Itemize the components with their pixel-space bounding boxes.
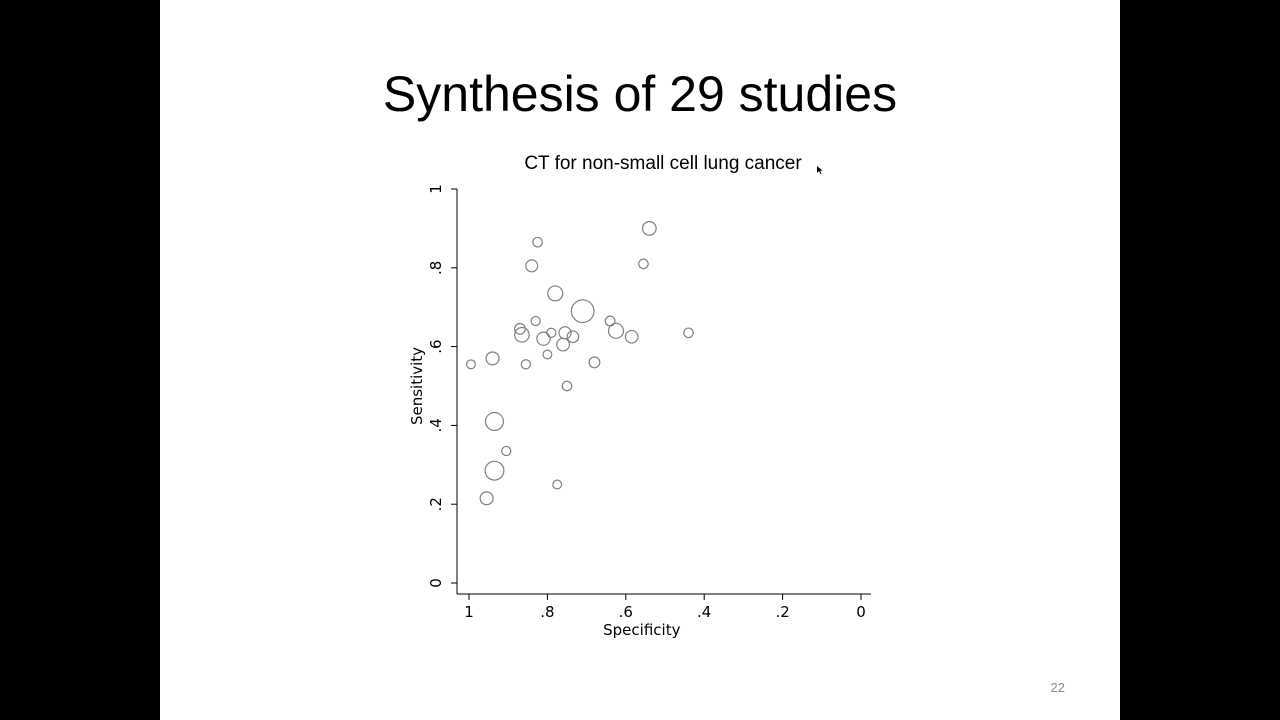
study-bubble bbox=[485, 351, 500, 366]
study-bubble bbox=[546, 327, 557, 338]
y-tick-label: 0 bbox=[427, 578, 445, 588]
study-bubble bbox=[624, 329, 639, 344]
y-axis-ticks: 0 .2 .4 .6 .8 1 bbox=[427, 184, 457, 588]
study-bubble bbox=[513, 322, 526, 335]
y-axis-label: Sensitivity bbox=[408, 347, 426, 425]
x-tick-label: 0 bbox=[856, 603, 866, 621]
study-bubble bbox=[561, 380, 573, 392]
study-bubble bbox=[514, 326, 530, 343]
slide: Synthesis of 29 studies CT for non-small… bbox=[160, 0, 1120, 720]
bubble-chart: CT for non-small cell lung cancer 0 .2 .4.… bbox=[408, 153, 871, 639]
study-bubble bbox=[588, 356, 601, 369]
study-bubble bbox=[520, 359, 532, 370]
slide-title: Synthesis of 29 studies bbox=[382, 66, 898, 122]
study-bubble bbox=[484, 411, 505, 432]
mouse-cursor-icon bbox=[817, 166, 823, 174]
study-bubble bbox=[607, 322, 625, 339]
study-bubble bbox=[479, 491, 494, 506]
x-tick-label: .8 bbox=[540, 603, 554, 621]
study-bubble bbox=[532, 236, 543, 248]
chart-title: CT for non-small cell lung cancer bbox=[524, 153, 802, 174]
study-bubble bbox=[501, 445, 512, 457]
y-tick-label: .2 bbox=[427, 497, 445, 511]
study-bubble bbox=[484, 460, 505, 481]
study-bubble bbox=[542, 349, 553, 360]
study-bubble bbox=[641, 220, 657, 236]
x-axis-ticks: 1 .8 .6 .4 .2 0 bbox=[464, 594, 866, 621]
study-bubble bbox=[604, 315, 616, 327]
study-bubble bbox=[536, 331, 551, 346]
study-bubble bbox=[683, 327, 694, 339]
study-bubble bbox=[570, 299, 595, 324]
page-number: 22 bbox=[1050, 680, 1065, 695]
study-bubble bbox=[465, 359, 476, 370]
x-tick-label: 1 bbox=[464, 603, 474, 621]
y-tick-label: 1 bbox=[427, 184, 445, 194]
x-tick-label: .6 bbox=[619, 603, 633, 621]
study-bubble bbox=[525, 259, 539, 273]
x-tick-label: .4 bbox=[697, 603, 711, 621]
x-tick-label: .2 bbox=[775, 603, 789, 621]
study-bubble bbox=[566, 330, 580, 344]
bubble-series bbox=[465, 220, 694, 506]
y-tick-label: .6 bbox=[427, 339, 445, 353]
y-tick-label: .4 bbox=[427, 418, 445, 432]
y-tick-label: .8 bbox=[427, 261, 445, 275]
study-bubble bbox=[552, 479, 563, 490]
x-axis-label: Specificity bbox=[603, 621, 680, 639]
study-bubble bbox=[547, 285, 564, 302]
study-bubble bbox=[530, 315, 541, 327]
study-bubble bbox=[556, 337, 571, 352]
study-bubble bbox=[638, 258, 649, 270]
